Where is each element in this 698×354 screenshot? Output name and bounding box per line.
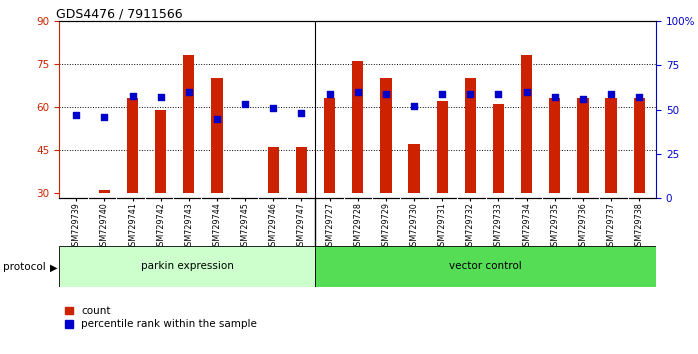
Point [211, 116, 223, 121]
Bar [267, 147, 279, 193]
Point [239, 102, 251, 107]
Bar [183, 56, 195, 193]
Text: protocol: protocol [3, 262, 46, 272]
Bar [352, 61, 364, 193]
Text: vector control: vector control [450, 261, 522, 272]
Bar [549, 98, 560, 193]
Point [493, 91, 504, 97]
Bar [577, 98, 588, 193]
Point [521, 89, 532, 95]
Point [184, 89, 195, 95]
Bar [127, 98, 138, 193]
Point [465, 91, 476, 97]
Bar [436, 101, 448, 193]
Bar [315, 246, 656, 287]
Point [127, 93, 138, 98]
Bar [605, 98, 617, 193]
Point [634, 95, 645, 100]
Bar [59, 246, 315, 287]
Point [155, 95, 166, 100]
Bar [98, 190, 110, 193]
Bar [324, 98, 335, 193]
Bar [296, 147, 307, 193]
Bar [634, 98, 645, 193]
Text: GDS4476 / 7911566: GDS4476 / 7911566 [57, 7, 183, 20]
Bar [211, 78, 223, 193]
Bar [521, 56, 533, 193]
Point [268, 105, 279, 111]
Point [436, 91, 447, 97]
Text: ▶: ▶ [50, 262, 58, 272]
Point [605, 91, 616, 97]
Bar [465, 78, 476, 193]
Point [352, 89, 363, 95]
Point [296, 110, 307, 116]
Bar [380, 78, 392, 193]
Legend: count, percentile rank within the sample: count, percentile rank within the sample [64, 306, 257, 329]
Point [577, 96, 588, 102]
Point [408, 103, 419, 109]
Text: parkin expression: parkin expression [141, 261, 234, 272]
Point [380, 91, 392, 97]
Point [324, 91, 335, 97]
Bar [493, 104, 504, 193]
Point [549, 95, 560, 100]
Point [99, 114, 110, 120]
Bar [408, 144, 419, 193]
Point [70, 112, 82, 118]
Bar [155, 110, 166, 193]
